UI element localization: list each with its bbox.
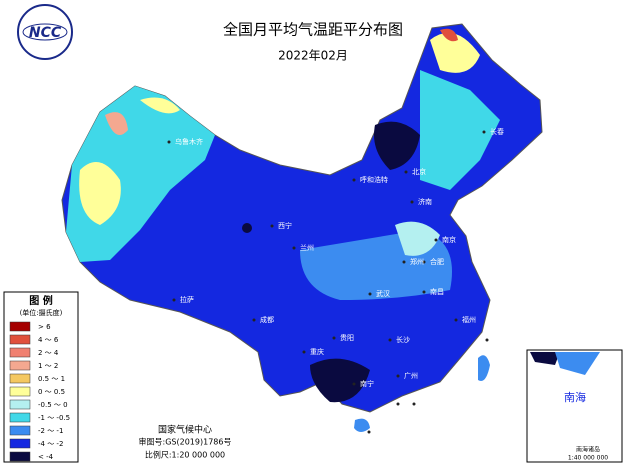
city-label: 济南 — [418, 197, 432, 206]
city-dot — [172, 298, 176, 302]
legend-title: 图 例 — [29, 294, 52, 307]
legend-swatch — [9, 412, 31, 423]
legend-swatch — [9, 334, 31, 345]
city-label: 呼和浩特 — [360, 175, 388, 184]
city-dot — [302, 350, 306, 354]
city-label: 西宁 — [278, 221, 292, 230]
logo: NCC — [17, 4, 73, 60]
city-label: 重庆 — [310, 347, 324, 356]
legend-label: -1 ～ -0.5 — [38, 414, 70, 422]
legend-swatch — [9, 360, 31, 371]
credit-scale: 比例尺:1:20 000 000 — [145, 450, 225, 460]
city-dot — [422, 260, 426, 264]
logo-text: NCC — [29, 25, 62, 41]
legend-swatch — [9, 347, 31, 358]
city-label: 南昌 — [430, 287, 444, 296]
city-dot — [434, 238, 438, 242]
legend-label: < -4 — [38, 453, 54, 461]
city-label: 香港 — [420, 399, 434, 408]
legend-label: -2 ～ -1 — [38, 427, 63, 435]
legend-label: 1 ～ 2 — [38, 362, 58, 370]
city-dot — [422, 290, 426, 294]
city-dot — [412, 402, 416, 406]
title: 全国月平均气温距平分布图 — [223, 21, 403, 39]
map — [61, 23, 543, 432]
legend-label: 4 ～ 6 — [38, 336, 59, 344]
city-label: 郑州 — [410, 258, 424, 266]
city-label: 长沙 — [396, 335, 410, 344]
city-label: 成都 — [260, 315, 274, 324]
subtitle: 2022年02月 — [278, 49, 348, 63]
city-dot — [402, 260, 406, 264]
legend-label: -0.5 ～ 0 — [38, 401, 68, 409]
city-label: 海口 — [375, 427, 389, 436]
city-label: 福州 — [462, 315, 476, 324]
legend: 图 例 (单位:摄氏度) > 6 4 ～ 6 2 ～ 4 1 ～ 2 0.5 ～ 1 0 … — [3, 291, 79, 463]
city-label: 拉萨 — [180, 295, 194, 304]
city-dot — [454, 318, 458, 322]
city-label: 武汉 — [376, 289, 390, 298]
city-label: 长春 — [490, 127, 504, 136]
city-label: 乌鲁木齐 — [175, 137, 203, 146]
city-dot — [352, 178, 356, 182]
city-label: 澳门 — [404, 399, 418, 408]
legend-swatch — [9, 438, 31, 449]
city-dot — [252, 318, 256, 322]
legend-label: > 6 — [38, 323, 51, 331]
legend-label: 0.5 ～ 1 — [38, 375, 65, 383]
legend-label: 0 ～ 0.5 — [38, 388, 65, 396]
inset-note: 南海诸岛 — [576, 446, 600, 454]
city-label: 南宁 — [360, 379, 374, 388]
city-dot — [410, 200, 414, 204]
legend-swatch — [9, 399, 31, 410]
legend-swatch — [9, 386, 31, 397]
legend-swatch — [9, 451, 31, 462]
city-dot — [270, 224, 274, 228]
city-label: 合肥 — [430, 257, 444, 266]
city-label: 台北 — [493, 335, 507, 344]
city-label: 广州 — [404, 371, 418, 380]
inset-label: 南海 — [564, 390, 586, 404]
city-dot — [482, 130, 486, 134]
credit-org: 国家气候中心 — [158, 424, 212, 436]
legend-label: 2 ～ 4 — [38, 349, 59, 357]
legend-swatch — [9, 425, 31, 436]
city-label: 北京 — [412, 167, 426, 176]
legend-swatch — [9, 373, 31, 384]
inset-scale: 1:40 000 000 — [568, 455, 608, 462]
city-label: 兰州 — [300, 243, 314, 252]
legend-swatch — [9, 321, 31, 332]
city-dot — [332, 336, 336, 340]
city-dot — [352, 382, 356, 386]
city-label: 贵阳 — [340, 333, 354, 342]
city-dot — [396, 374, 400, 378]
city-dot — [404, 170, 408, 174]
legend-label: -4 ～ -2 — [38, 440, 63, 448]
city-dot — [292, 246, 296, 250]
city-dot — [396, 402, 400, 406]
city-dot — [388, 338, 392, 342]
city-dot — [167, 140, 171, 144]
city-label: 南京 — [442, 235, 456, 244]
city-dot — [368, 292, 372, 296]
city-dot — [367, 430, 371, 434]
legend-unit: (单位:摄氏度) — [20, 308, 63, 317]
city-dot — [485, 338, 489, 342]
inset: 南海 南海诸岛 1:40 000 000 — [526, 349, 623, 463]
credit-approval: 审图号:GS(2019)1786号 — [139, 437, 232, 447]
